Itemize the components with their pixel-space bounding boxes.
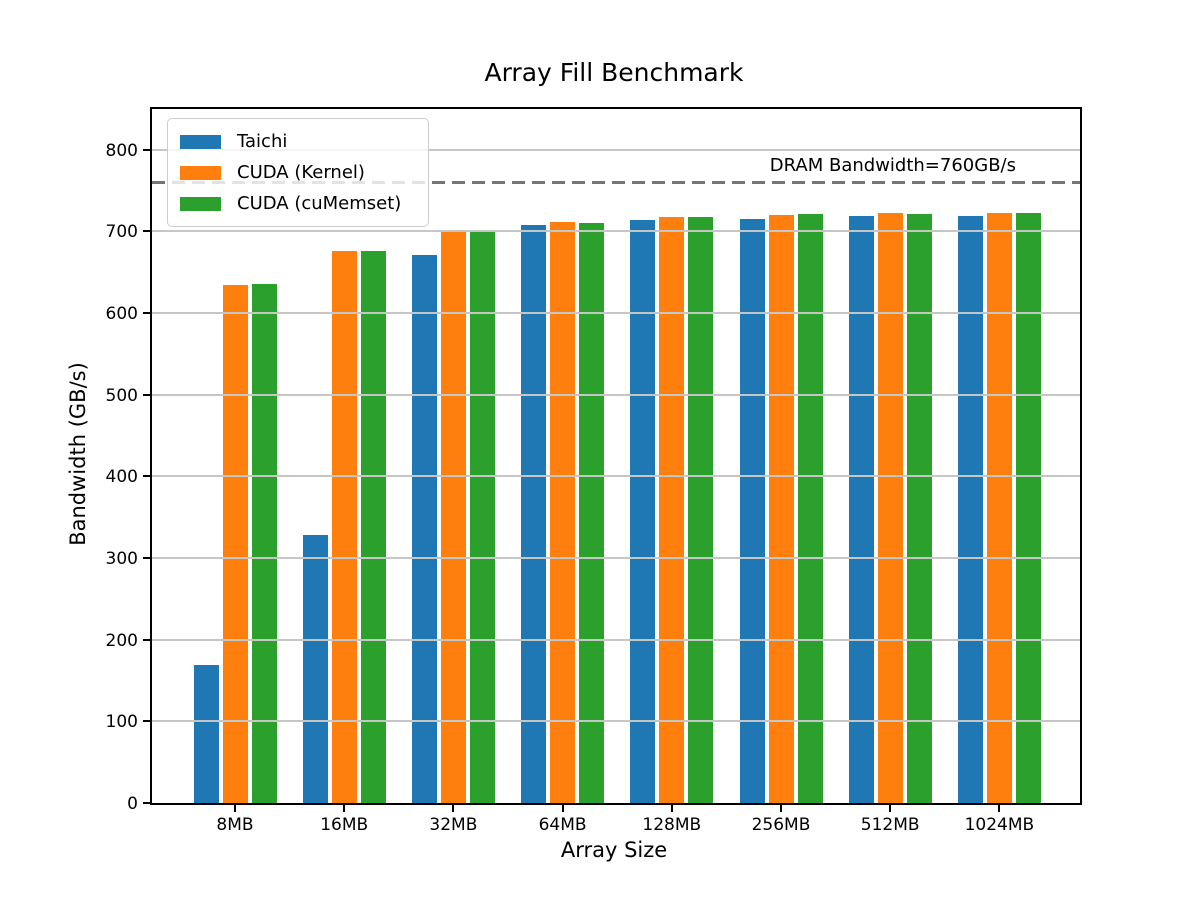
y-tick-200 [143,638,152,641]
y-tick-600 [143,312,152,315]
y-tick-400 [143,475,152,478]
bar-taichi-256mb [739,219,765,803]
bar-cuda-cumemset--128mb [688,216,714,803]
bar-cuda-kernel--16mb [331,251,357,803]
y-tick-label-0: 0 [127,794,138,814]
legend-item-cuda-cumemset-: CUDA (cuMemset) [180,188,416,219]
legend-swatch-icon [180,134,221,149]
x-tick-512mb [889,803,892,812]
gridline-y200 [152,638,1080,641]
x-tick-128mb [670,803,673,812]
reference-line-layer: DRAM Bandwidth=760GB/s [152,109,1080,803]
axis-tick-layer: 0 100 200 300 400 500 600 700 800 8MB 16MB 32MB 64MB… [106,109,1080,835]
y-tick-label-300: 300 [105,549,138,570]
legend-item-cuda-kernel-: CUDA (Kernel) [180,157,416,188]
x-tick-16mb [343,803,346,812]
y-tick-700 [143,230,152,233]
y-tick-300 [143,557,152,560]
x-tick-label-256mb: 256MB [751,815,811,835]
gridline-y600 [152,312,1080,315]
bar-cuda-kernel--64mb [550,221,576,803]
gridline-y800 [152,148,1080,151]
dram-line-label: DRAM Bandwidth=760GB/s [769,155,1016,177]
x-tick-label-32mb: 32MB [429,815,478,835]
y-tick-label-400: 400 [105,467,138,488]
y-axis-label: Bandwidth (GB/s) [66,362,90,546]
gridline-y700 [152,230,1080,233]
bar-taichi-8mb [193,665,219,803]
gridline-y500 [152,393,1080,396]
bar-cuda-cumemset--8mb [251,283,277,803]
y-tick-500 [143,393,152,396]
bar-cuda-kernel--128mb [659,216,685,803]
grid-layer [152,109,1080,803]
bar-taichi-32mb [411,255,437,803]
x-tick-8mb [234,803,236,812]
bar-cuda-kernel--8mb [222,285,248,803]
x-tick-256mb [780,803,782,812]
y-tick-0 [143,802,152,804]
legend-label: CUDA (Kernel) [237,162,365,183]
gridline-y400 [152,475,1080,478]
bar-cuda-cumemset--64mb [579,223,605,803]
y-tick-800 [143,148,152,151]
gridline-y300 [152,557,1080,560]
legend-swatch-icon [180,196,221,211]
bar-cuda-cumemset--512mb [906,213,932,803]
bar-cuda-kernel--1024mb [986,212,1012,803]
x-tick-label-64mb: 64MB [538,815,587,835]
x-tick-label-128mb: 128MB [642,815,702,835]
y-tick-label-200: 200 [105,630,138,651]
legend-label: Taichi [237,131,288,152]
legend-item-taichi: Taichi [180,126,416,157]
legend-label: CUDA (cuMemset) [237,193,402,214]
x-tick-label-512mb: 512MB [860,815,920,835]
bar-cuda-kernel--512mb [877,212,903,803]
bar-cuda-kernel--32mb [440,232,466,803]
plot-area: DRAM Bandwidth=760GB/s 0 100 200 300 400 500 6… [106,107,1082,835]
chart-title: Array Fill Benchmark [484,58,744,87]
y-tick-label-500: 500 [105,385,138,406]
x-axis-label: Array Size [560,838,668,862]
y-tick-label-700: 700 [105,222,138,243]
dram-reference-line [152,180,1080,184]
y-tick-label-800: 800 [105,140,138,161]
x-tick-label-1024mb: 1024MB [964,815,1035,835]
bar-taichi-128mb [630,220,656,803]
y-tick-label-600: 600 [105,304,138,325]
bar-cuda-cumemset--1024mb [1015,212,1041,803]
x-tick-64mb [561,803,564,812]
legend-swatch-icon [180,165,221,180]
bar-cuda-cumemset--16mb [360,251,386,803]
bar-taichi-16mb [302,535,328,803]
x-tick-label-16mb: 16MB [320,815,369,835]
x-tick-1024mb [998,803,1001,812]
x-tick-label-8mb: 8MB [216,815,254,835]
bar-cuda-cumemset--32mb [469,232,495,803]
y-tick-label-100: 100 [105,712,138,733]
legend: Taichi CUDA (Kernel) CUDA (cuMemset) [167,118,429,227]
x-tick-32mb [452,803,455,812]
y-tick-100 [143,720,152,723]
bar-layer [152,109,1080,803]
gridline-y100 [152,720,1080,723]
bar-taichi-64mb [521,224,547,803]
